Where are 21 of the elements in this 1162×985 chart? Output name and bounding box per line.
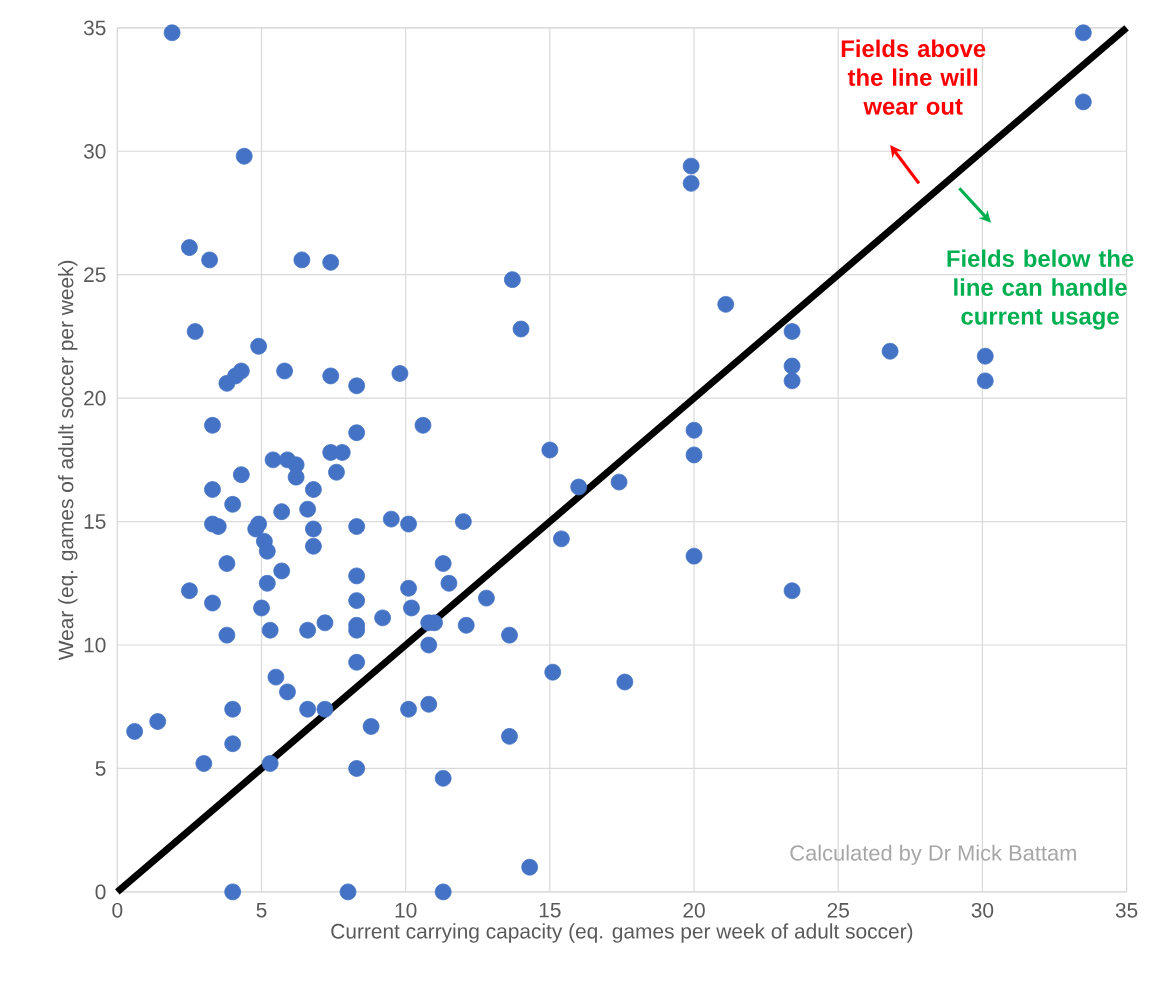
x-tick-label: 35 xyxy=(1115,902,1138,918)
y-tick-label: 5 xyxy=(95,761,106,776)
y-tick-label: 30 xyxy=(83,143,106,159)
y-tick-label: 25 xyxy=(84,267,106,282)
x-tick-label: 30 xyxy=(971,902,994,918)
y-axis-title: Wear (eq. games of adult soccer per week) xyxy=(58,260,78,660)
x-tick-label: 15 xyxy=(539,902,561,918)
y-tick-label: 15 xyxy=(84,514,106,529)
y-tick-label: 35 xyxy=(83,20,106,36)
y-tick-label: 20 xyxy=(84,390,106,406)
x-tick-label: 25 xyxy=(827,902,849,918)
annotation: Fields below the line can handle current usage xyxy=(947,249,1134,330)
x-tick-label: 10 xyxy=(395,902,417,918)
y-tick-label: 10 xyxy=(84,637,106,653)
x-tick-label: 0 xyxy=(112,902,123,918)
x-tick-label: 5 xyxy=(256,902,267,918)
annotation: Fields above the line will wear out xyxy=(841,39,986,115)
x-axis-title: Current carrying capacity (eq. games per week of adult soccer) xyxy=(331,923,913,943)
annotation: Calculated by Dr Mick Battam xyxy=(790,844,1076,865)
x-tick-label: 20 xyxy=(683,902,705,918)
y-tick-label: 0 xyxy=(95,884,106,900)
